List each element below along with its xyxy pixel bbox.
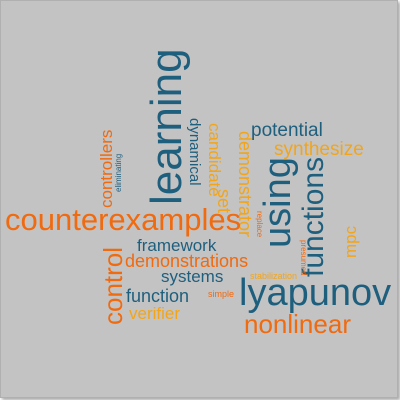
word-potential: potential (251, 120, 323, 141)
word-stabilization: stabilization (250, 271, 298, 281)
word-framework: framework (137, 236, 217, 255)
word-simple: simple (208, 289, 235, 299)
word-lyapunov: lyapunov (239, 272, 392, 314)
word-nonlinear: nonlinear (244, 309, 351, 339)
word-presumed: presumed (299, 240, 308, 276)
word-control: control (98, 246, 128, 325)
word-mpc: mpc (341, 225, 360, 258)
word-demonstrations: demonstrations (125, 251, 249, 271)
word-controllers: controllers (97, 129, 116, 208)
word-verifier: verifier (129, 304, 181, 323)
word-learning: learning (142, 48, 191, 205)
word-function: function (126, 286, 190, 306)
word-counterexamples: counterexamples (5, 202, 242, 237)
word-replace: replace (255, 211, 264, 238)
word-dynamical: dynamical (186, 118, 203, 186)
word-synthesize: synthesize (274, 139, 364, 160)
word-candidate: candidate (205, 123, 224, 197)
word-eliminating: eliminating (114, 153, 123, 192)
word-using: using (257, 157, 299, 248)
word-systems: systems (161, 267, 224, 286)
